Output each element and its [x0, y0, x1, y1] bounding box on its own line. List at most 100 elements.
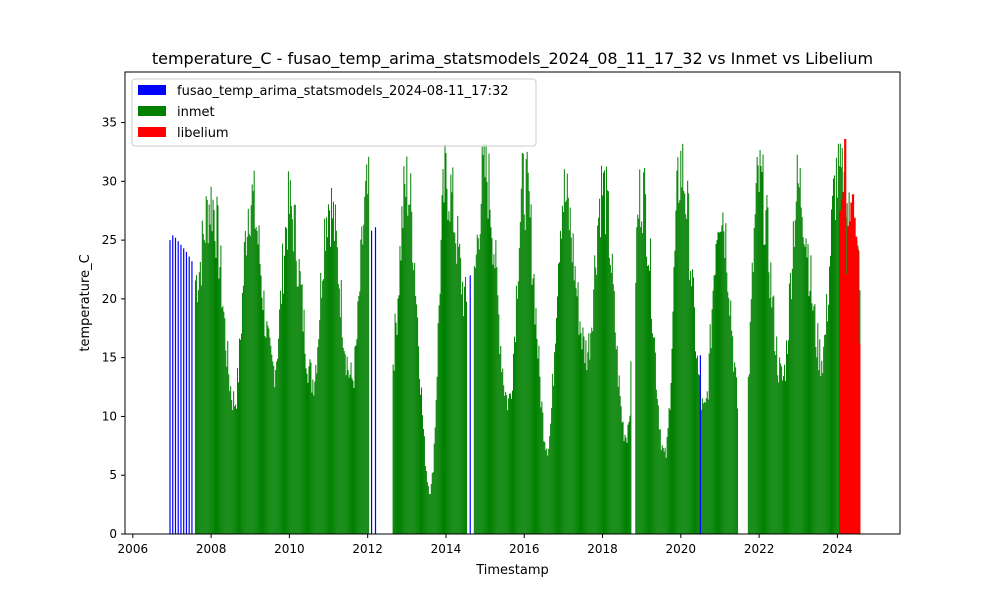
y-axis-label: temperature_C	[78, 254, 93, 351]
inmet-bar	[507, 410, 509, 534]
inmet-bar	[654, 352, 656, 534]
inmet-bar	[640, 227, 642, 534]
inmet-bar	[444, 143, 446, 534]
inmet-bar	[333, 241, 335, 535]
inmet-bar	[517, 281, 519, 534]
inmet-bar	[522, 153, 524, 534]
inmet-bar	[701, 398, 703, 534]
legend-swatch-fusao	[138, 85, 166, 95]
inmet-bar	[520, 188, 522, 534]
inmet-bar	[534, 324, 536, 534]
inmet-bar	[616, 345, 618, 534]
inmet-bar	[352, 380, 354, 534]
inmet-bar	[721, 225, 723, 535]
inmet-bar	[521, 152, 523, 534]
inmet-bar	[702, 403, 704, 534]
inmet-bar	[452, 167, 454, 534]
inmet-bar	[494, 268, 496, 534]
inmet-bar	[404, 184, 406, 534]
inmet-bar	[765, 210, 767, 534]
inmet-bar	[812, 310, 814, 534]
inmet-bar	[443, 202, 445, 534]
fusao-bar	[188, 256, 190, 534]
inmet-bar	[263, 290, 265, 534]
inmet-bar	[288, 213, 290, 534]
libelium-bar	[839, 210, 842, 534]
inmet-bar	[243, 241, 245, 534]
inmet-bar	[713, 275, 715, 534]
inmet-bar	[256, 230, 258, 535]
inmet-bar	[568, 230, 570, 534]
inmet-bar	[198, 272, 200, 534]
inmet-bar	[223, 311, 225, 534]
inmet-bar	[722, 212, 724, 535]
inmet-bar	[275, 369, 277, 534]
inmet-bar	[258, 225, 260, 534]
inmet-bar	[731, 330, 733, 534]
inmet-bar	[343, 351, 345, 534]
libelium-bar	[848, 221, 851, 535]
inmet-bar	[785, 380, 787, 534]
inmet-bar	[668, 407, 670, 534]
inmet-bar	[659, 429, 661, 534]
inmet-bar	[298, 259, 300, 534]
inmet-bar	[619, 396, 621, 534]
inmet-bar	[235, 404, 237, 534]
inmet-bar	[337, 283, 339, 534]
inmet-bar	[817, 323, 819, 534]
inmet-bar	[656, 398, 658, 534]
libelium-bar	[840, 198, 844, 534]
inmet-bar	[708, 353, 710, 534]
inmet-bar	[327, 237, 329, 535]
inmet-bar	[287, 171, 289, 534]
inmet-bar	[415, 295, 417, 534]
inmet-bar	[792, 221, 794, 535]
inmet-bar	[755, 183, 757, 534]
inmet-bar	[723, 231, 725, 535]
legend: fusao_temp_arima_statsmodels_2024-08-11_…	[131, 78, 537, 147]
inmet-bar	[357, 301, 359, 534]
inmet-bar	[535, 307, 537, 534]
inmet-bar	[782, 380, 784, 534]
inmet-bar	[753, 227, 755, 534]
inmet-bar	[461, 294, 463, 534]
inmet-bar	[624, 434, 626, 534]
inmet-bar	[663, 451, 665, 534]
inmet-bar	[318, 339, 320, 534]
inmet-bar	[500, 346, 502, 534]
inmet-bar	[671, 348, 673, 534]
inmet-bar	[728, 298, 730, 534]
inmet-bar	[833, 175, 835, 534]
y-tick-label: 25	[102, 233, 117, 247]
inmet-bar	[596, 274, 598, 534]
inmet-bar	[294, 204, 296, 535]
inmet-bar	[577, 282, 579, 534]
inmet-bar	[203, 239, 205, 534]
inmet-bar	[615, 349, 617, 534]
inmet-bar	[711, 309, 713, 534]
inmet-bar	[638, 218, 640, 535]
inmet-bar	[763, 244, 765, 534]
inmet-bar	[606, 190, 608, 534]
libelium-bar	[842, 191, 845, 534]
inmet-bar	[578, 334, 580, 534]
inmet-bar	[773, 295, 775, 534]
inmet-bar	[530, 204, 532, 534]
inmet-bar	[816, 357, 818, 534]
inmet-bar	[692, 269, 694, 534]
inmet-bar	[214, 241, 216, 535]
inmet-bar	[620, 406, 622, 534]
inmet-bar	[230, 386, 232, 534]
inmet-bar	[199, 261, 201, 534]
inmet-bar	[291, 219, 293, 534]
inmet-bar	[752, 272, 754, 534]
inmet-bar	[544, 442, 546, 534]
libelium-bar	[847, 226, 850, 534]
libelium-bar	[856, 249, 859, 534]
inmet-bar	[284, 255, 285, 535]
inmet-bar	[772, 296, 774, 534]
inmet-bar	[323, 279, 325, 534]
inmet-bar	[299, 271, 301, 534]
inmet-bar	[204, 242, 206, 534]
inmet-bar	[439, 293, 441, 534]
